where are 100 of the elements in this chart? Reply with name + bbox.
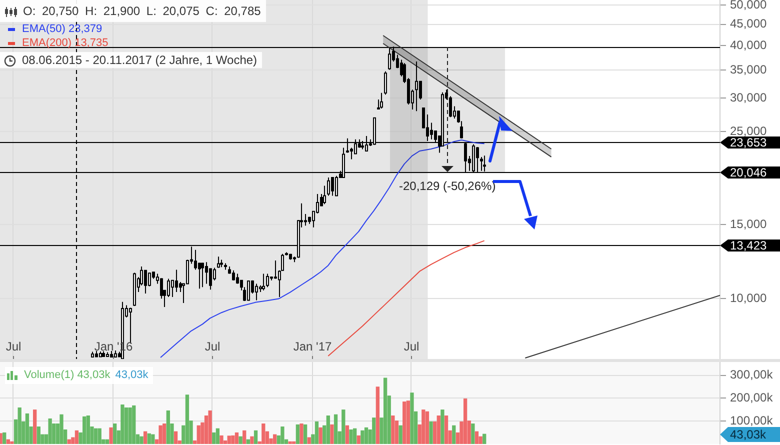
y-tick-label: 50,000: [730, 0, 768, 12]
bar: [94, 428, 98, 444]
bar: [242, 430, 246, 444]
bar: [383, 378, 388, 444]
bar: [98, 428, 102, 444]
bar: [273, 434, 277, 444]
bar: [425, 411, 430, 444]
bar: [474, 431, 479, 444]
y-tick-label: 10,000: [730, 290, 768, 305]
bar: [18, 407, 22, 444]
legend-label: EMA(50) 23,379: [22, 23, 102, 35]
bar: [82, 416, 86, 444]
bar: [372, 418, 376, 444]
bar: [262, 424, 266, 444]
bar: [120, 404, 124, 444]
bar: [410, 392, 414, 444]
chart-subtitle: O: 20,750 H: 21,900 L: 20,075 C: 20,785: [23, 4, 261, 18]
bar: [314, 421, 319, 444]
bar: [402, 402, 406, 444]
bar: [296, 424, 300, 444]
bar: [440, 410, 444, 444]
bar: [345, 425, 350, 444]
bar: [231, 435, 235, 444]
bar: [300, 424, 304, 444]
bar: [406, 400, 410, 444]
bar: [140, 436, 144, 444]
y-tick-label: 35,000: [730, 62, 768, 76]
x-tick-label: Jul: [6, 339, 22, 354]
bar: [444, 415, 448, 444]
bar: [124, 407, 128, 444]
bar: [166, 410, 170, 444]
annotation: 08.06.2015 - 20.11.2017 (2 Jahre, 1 Woche): [22, 53, 258, 67]
bar: [303, 424, 308, 444]
bar: [67, 439, 71, 444]
ref-line-label: 23,653: [730, 135, 768, 150]
bar: [105, 439, 110, 444]
bar: [196, 425, 200, 444]
bar: [292, 441, 296, 444]
bar: [364, 427, 368, 444]
bar: [391, 415, 395, 444]
bar: [452, 425, 456, 444]
bar: [113, 424, 117, 444]
bar: [250, 436, 254, 444]
x-tick-label: Jul: [204, 339, 220, 354]
ref-line-label: 13,423: [730, 238, 768, 252]
bar: [86, 415, 90, 444]
bar: [334, 414, 338, 444]
bar: [0, 433, 2, 444]
bar: [254, 430, 258, 444]
bar: [174, 431, 178, 444]
bar: [238, 436, 242, 444]
bar: [353, 428, 357, 444]
bar: [128, 407, 132, 444]
bar: [25, 413, 30, 444]
y-tick-label: 25,000: [730, 124, 768, 138]
bar: [162, 424, 166, 444]
bar: [109, 427, 113, 444]
annotation: 43,03k: [115, 369, 148, 381]
bar: [360, 430, 364, 444]
bar: [482, 434, 486, 444]
bar: [220, 435, 224, 444]
bar: [227, 436, 231, 444]
bar: [33, 410, 37, 444]
bar: [349, 429, 353, 444]
y-tick-label: 40,000: [730, 38, 768, 52]
bar: [326, 415, 330, 444]
ref-line-label: 20,046: [730, 165, 768, 180]
bar: [463, 398, 468, 444]
text: 43,03k: [730, 427, 768, 442]
bar: [376, 386, 380, 444]
bar: [288, 441, 292, 444]
bar: [60, 414, 64, 444]
bar: [6, 439, 10, 444]
x-tick-label: Jul: [404, 339, 420, 354]
y-tick-label: 15,000: [730, 216, 768, 231]
y-tick-label: 300,00k: [730, 368, 774, 382]
y-tick-label: 100,00k: [730, 413, 774, 428]
bar: [398, 425, 402, 444]
bar: [158, 425, 162, 444]
y-tick-label: 200,00k: [730, 390, 774, 404]
bar: [436, 415, 440, 444]
bar: [2, 432, 6, 444]
y-tick-label: 30,000: [730, 90, 768, 105]
bar: [132, 405, 136, 444]
bar: [429, 421, 433, 444]
legend-label: EMA(200) 13,735: [22, 37, 108, 49]
bar: [234, 432, 239, 444]
bar: [280, 426, 284, 444]
bar: [330, 424, 334, 444]
bar: [356, 435, 360, 444]
bar: [74, 430, 79, 444]
bar: [10, 441, 14, 444]
bar: [422, 410, 426, 444]
bar: [185, 394, 190, 444]
bar: [318, 427, 322, 444]
bar: [307, 437, 311, 444]
legend-label: Volume(1) 43,03k: [24, 369, 110, 381]
bar: [36, 426, 40, 444]
bar: [151, 434, 155, 444]
annotation: -20,129 (-50,26%): [398, 178, 496, 194]
